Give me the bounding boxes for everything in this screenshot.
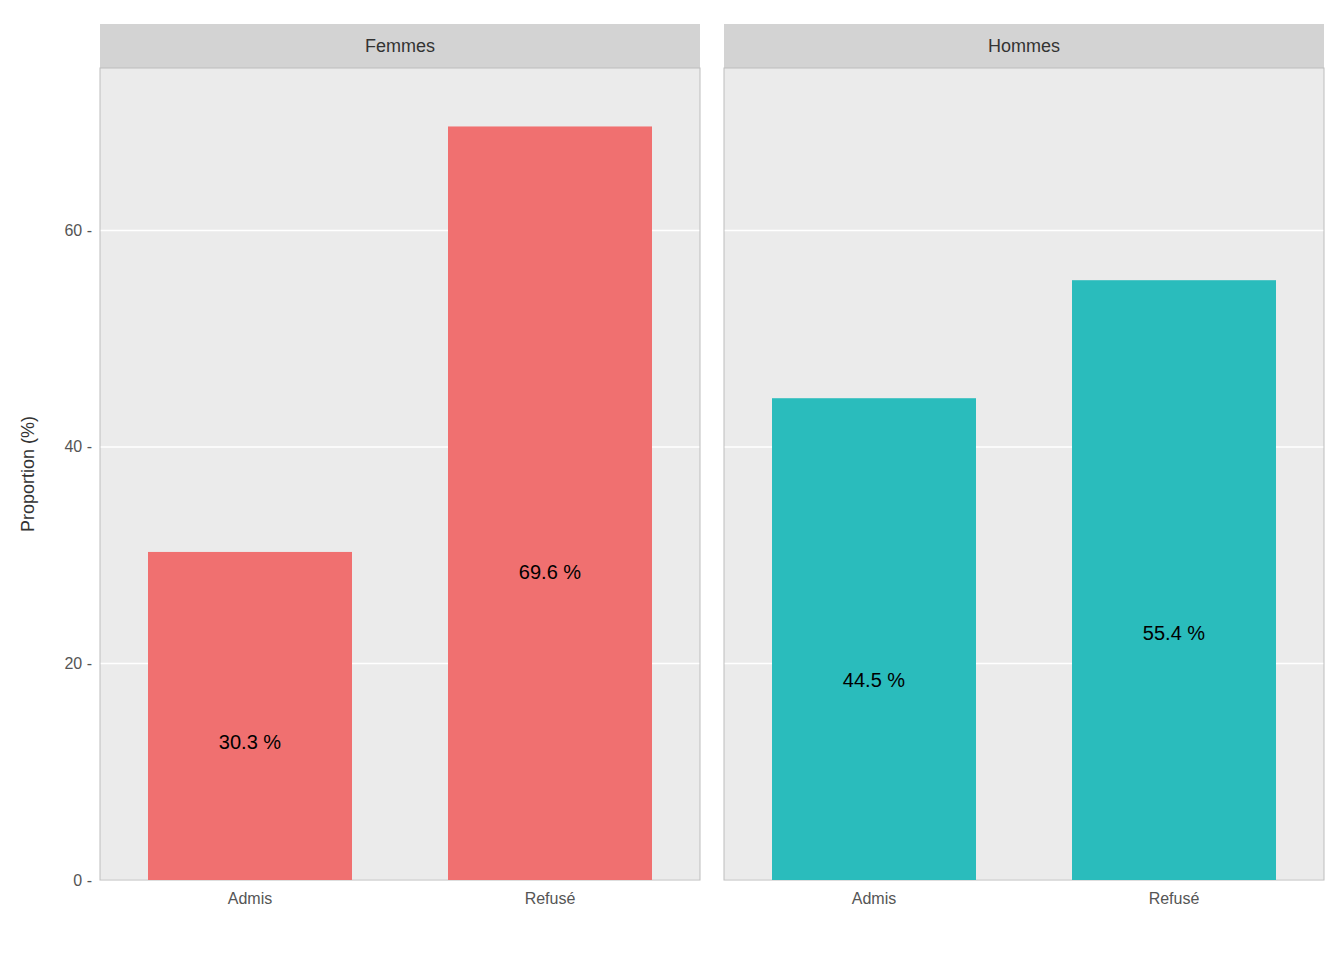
x-tick-label: Refusé: [1149, 890, 1200, 907]
panel-title: Hommes: [988, 36, 1060, 56]
bar: [1072, 280, 1276, 880]
bar: [148, 552, 352, 880]
data-label: 30.3 %: [219, 731, 281, 753]
y-tick-label: 40 -: [64, 438, 92, 455]
labels: 44.5 % 55.4 %: [843, 622, 1205, 691]
x-tick-label: Refusé: [525, 890, 576, 907]
strip-background: [100, 24, 700, 68]
panel-title: Femmes: [365, 36, 435, 56]
y-tick-label: 0 -: [73, 872, 92, 889]
bar: [448, 126, 652, 880]
bars: [772, 280, 1276, 880]
data-label: 44.5 %: [843, 669, 905, 691]
plot-background: [100, 68, 700, 880]
page: {"chart_data": [ {"type": "bar", "title"…: [0, 0, 1344, 960]
bar: [772, 398, 976, 880]
plot-frame: [100, 68, 700, 880]
plot-frame: [724, 68, 1324, 880]
grid-line: [724, 230, 1324, 232]
x-tick-label: Admis: [852, 890, 896, 907]
data-label: 69.6 %: [519, 561, 581, 583]
y-axis-label: Proportion (%): [18, 416, 38, 532]
panel: Hommes 44.5 % 55.4 % Admis Refusé: [724, 24, 1324, 907]
x-tick-label: Admis: [228, 890, 272, 907]
y-tick-label: 60 -: [64, 222, 92, 239]
plot-background: [724, 68, 1324, 880]
chart-svg: Femmes 0 - 20 - 40 - 60 - Proportion (%) 30.3 …: [0, 0, 1344, 960]
bars: [148, 126, 652, 880]
y-tick-label: 20 -: [64, 655, 92, 672]
labels: 30.3 % 69.6 %: [219, 561, 581, 753]
chart-container: Femmes 0 - 20 - 40 - 60 - Proportion (%) 30.3 …: [0, 0, 1344, 960]
strip-background: [724, 24, 1324, 68]
panel: Femmes 0 - 20 - 40 - 60 - Proportion (%) 30.3 …: [18, 24, 700, 907]
data-label: 55.4 %: [1143, 622, 1205, 644]
